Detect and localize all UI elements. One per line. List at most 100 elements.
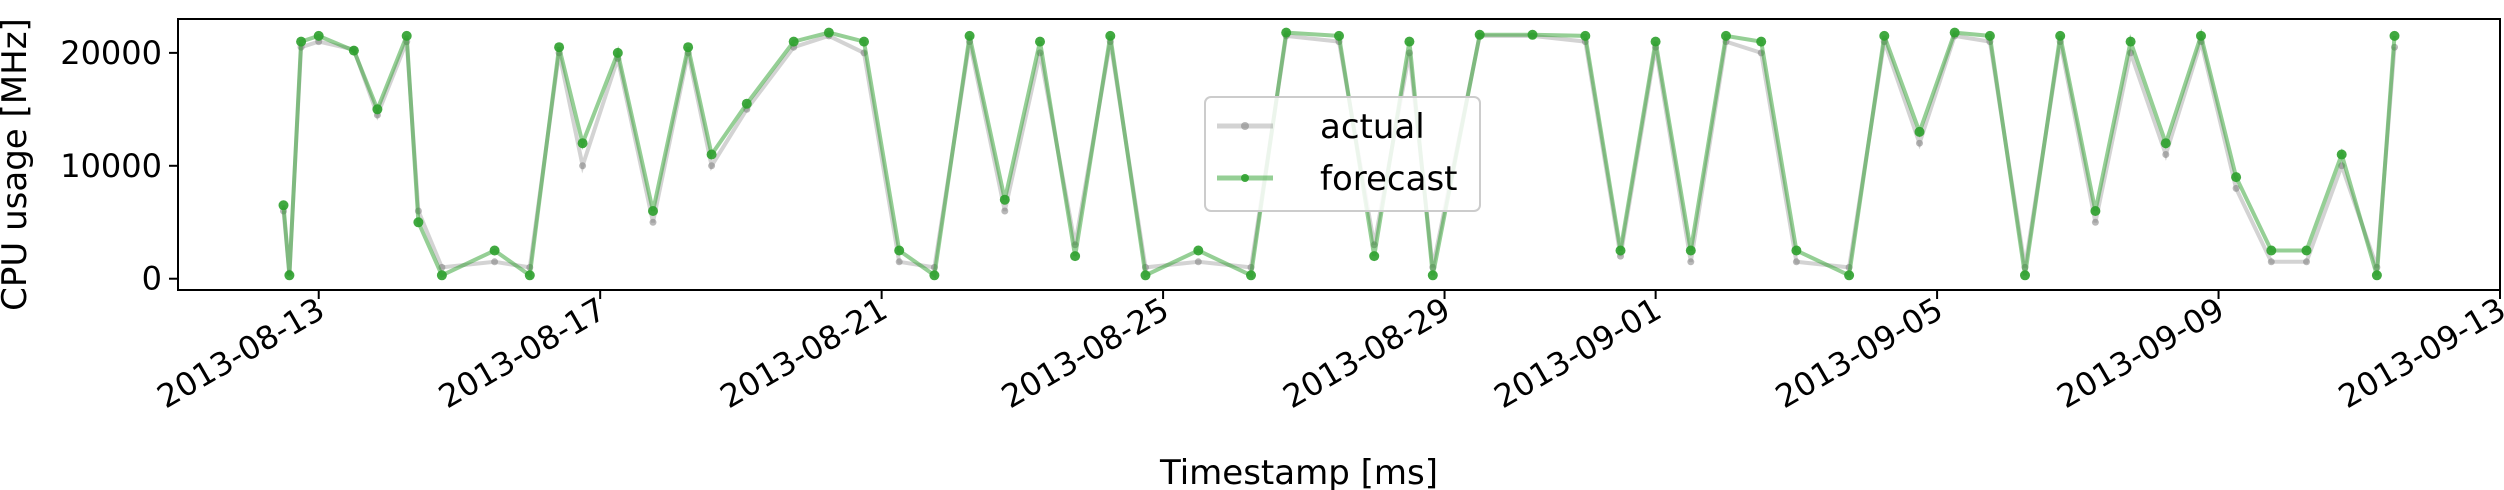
data-point-forecast <box>1105 30 1116 41</box>
data-point-actual <box>1687 258 1695 266</box>
data-point-forecast <box>2371 270 2382 281</box>
data-point-forecast <box>284 270 295 281</box>
data-point-forecast <box>1721 30 1731 41</box>
data-point-actual <box>2091 218 2099 226</box>
legend-entry-actual: actual <box>1217 107 1425 147</box>
data-point-forecast <box>1527 29 1538 40</box>
data-point-forecast <box>1140 270 1151 281</box>
data-point-actual <box>2267 258 2275 266</box>
data-point-forecast <box>2090 206 2101 216</box>
y-tick-label: 20000 <box>60 34 162 72</box>
data-point-forecast <box>2055 30 2066 41</box>
data-point-actual <box>1194 258 1202 266</box>
data-point-forecast <box>741 98 752 109</box>
data-point-forecast <box>894 245 905 256</box>
data-point-forecast <box>964 30 975 41</box>
data-point-forecast <box>1756 36 1767 47</box>
y-tick-label: 10000 <box>60 147 162 185</box>
data-point-forecast <box>1844 270 1855 281</box>
legend-label: forecast <box>1320 159 1458 199</box>
data-point-actual <box>2232 184 2240 192</box>
data-point-forecast <box>413 217 424 228</box>
data-point-forecast <box>2231 172 2242 183</box>
data-point-actual <box>2303 258 2310 266</box>
data-point-actual <box>895 258 903 266</box>
data-point-forecast <box>554 42 565 53</box>
legend: actual forecast <box>1204 96 1481 212</box>
data-point-forecast <box>1246 270 1256 281</box>
data-point-forecast <box>2336 149 2347 160</box>
data-point-forecast <box>1404 36 1415 47</box>
legend-box <box>1204 96 1481 212</box>
data-point-forecast <box>524 270 535 281</box>
data-point-forecast <box>1193 245 1204 256</box>
data-point-forecast <box>577 138 588 149</box>
data-point-forecast <box>859 36 869 47</box>
data-point-actual <box>1916 139 1923 147</box>
data-point-forecast <box>1791 245 1802 256</box>
data-point-actual <box>2162 151 2170 158</box>
data-point-forecast <box>2020 270 2030 281</box>
data-point-forecast <box>929 270 940 281</box>
data-point-forecast <box>999 194 1010 205</box>
data-point-forecast <box>1984 30 1995 41</box>
data-point-actual <box>1792 258 1800 266</box>
data-point-forecast <box>1427 270 1438 281</box>
data-point-forecast <box>612 47 623 58</box>
data-point-forecast <box>1650 36 1661 47</box>
x-tick-label: 2013-08-25 <box>995 290 1175 416</box>
data-point-forecast <box>2389 30 2400 41</box>
data-point-forecast <box>683 42 694 53</box>
data-point-forecast <box>1879 30 1890 41</box>
data-point-forecast <box>648 206 658 216</box>
data-point-forecast <box>1914 126 1925 137</box>
data-point-forecast <box>1685 245 1696 256</box>
data-point-forecast <box>1070 251 1081 262</box>
data-point-forecast <box>823 27 834 38</box>
data-point-forecast <box>2266 245 2277 256</box>
data-point-forecast <box>489 245 500 256</box>
x-tick-label: 2013-08-13 <box>151 290 331 416</box>
x-axis: 2013-08-13 2013-08-17 2013-08-21 2013-08-25… <box>151 290 2504 416</box>
data-point-actual <box>708 162 716 170</box>
legend-label: actual <box>1320 107 1425 147</box>
data-point-forecast <box>706 149 717 160</box>
legend-entry-forecast: forecast <box>1217 159 1458 199</box>
legend-marker <box>1241 174 1249 182</box>
x-tick-label: 2013-09-13 <box>2332 290 2504 416</box>
data-point-forecast <box>1615 245 1626 256</box>
y-axis-title: CPU usage [MHz] <box>0 18 35 311</box>
data-point-forecast <box>348 45 359 56</box>
plot-frame <box>177 18 2501 291</box>
data-point-actual <box>579 162 587 170</box>
data-point-forecast <box>2301 245 2312 256</box>
data-point-actual <box>649 218 657 226</box>
data-point-forecast <box>372 104 383 115</box>
data-point-forecast <box>788 36 799 47</box>
legend-marker <box>1241 122 1249 130</box>
data-point-forecast <box>1949 27 1960 38</box>
x-axis-title: Timestamp [ms] <box>1159 453 1438 490</box>
y-axis: 0 10000 20000 <box>60 34 178 298</box>
data-point-actual <box>1001 207 1009 215</box>
data-point-forecast <box>2125 36 2136 47</box>
y-tick-label: 0 <box>142 260 162 298</box>
data-point-forecast <box>1334 30 1344 41</box>
data-point-forecast <box>278 200 289 211</box>
x-tick-label: 2013-09-09 <box>2050 290 2230 416</box>
data-point-forecast <box>401 30 412 41</box>
data-point-forecast <box>436 270 447 281</box>
data-point-forecast <box>2160 138 2171 149</box>
data-point-forecast <box>1369 251 1380 262</box>
x-tick-label: 2013-08-29 <box>1276 290 1456 416</box>
data-point-forecast <box>296 36 307 47</box>
data-point-forecast <box>313 30 324 41</box>
data-point-actual <box>491 258 499 266</box>
data-point-forecast <box>1035 36 1045 47</box>
data-point-forecast <box>1281 27 1292 38</box>
x-tick-label: 2013-08-17 <box>432 290 612 416</box>
data-point-forecast <box>2196 30 2206 41</box>
x-tick-label: 2013-09-01 <box>1488 290 1668 416</box>
x-tick-label: 2013-08-21 <box>714 290 894 416</box>
